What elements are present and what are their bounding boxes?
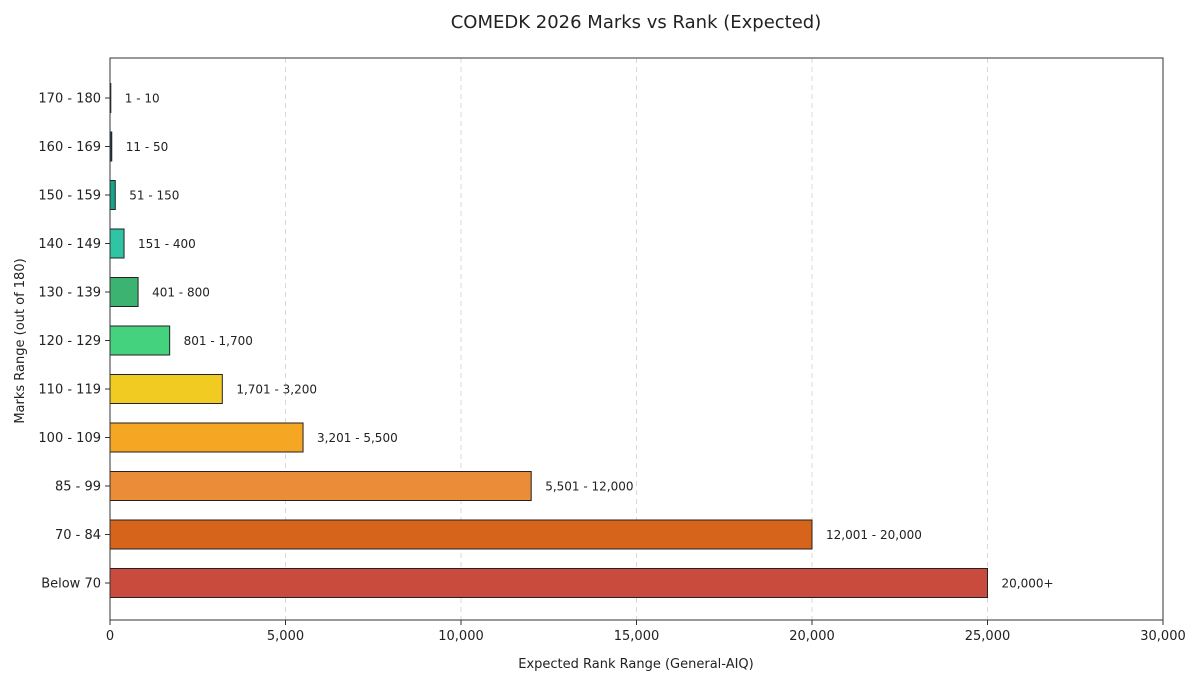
- y-tick-label: 100 - 109: [38, 431, 101, 446]
- y-tick-label: 170 - 180: [38, 92, 101, 107]
- bar: [109, 325, 171, 356]
- x-tick-label: 0: [106, 629, 114, 644]
- y-tick-label: 130 - 139: [38, 286, 101, 301]
- x-axis-label: Expected Rank Range (General-AIQ): [518, 657, 753, 672]
- data-labels-layer: 1 - 10 11 - 50 51 - 150 151 - 400 401 - 800 8…: [125, 92, 1054, 591]
- data-label: 1 - 10: [125, 92, 160, 106]
- y-tick-label: 160 - 169: [38, 140, 101, 155]
- bar: [109, 374, 223, 404]
- bar: [109, 568, 988, 598]
- x-tick-label: 10,000: [438, 629, 484, 644]
- data-label: 801 - 1,700: [184, 334, 253, 348]
- y-tick-label: Below 70: [41, 577, 101, 592]
- y-axis-label: Marks Range (out of 180): [13, 258, 28, 423]
- x-tick-label: 30,000: [1140, 629, 1186, 644]
- data-label: 51 - 150: [129, 189, 179, 203]
- bar: [109, 471, 532, 501]
- bar: [109, 277, 139, 307]
- bar: [109, 180, 116, 210]
- y-tick-label: 150 - 159: [38, 189, 101, 204]
- y-tick-label: 110 - 119: [38, 383, 101, 398]
- data-label: 20,000+: [1002, 577, 1054, 591]
- y-tick-label: 140 - 149: [38, 237, 101, 252]
- data-label: 1,701 - 3,200: [236, 383, 317, 397]
- chart-title: COMEDK 2026 Marks vs Rank (Expected): [451, 12, 822, 33]
- data-label: 12,001 - 20,000: [826, 528, 922, 542]
- data-label: 401 - 800: [152, 286, 210, 300]
- y-tick-label: 85 - 99: [55, 480, 101, 495]
- data-label: 5,501 - 12,000: [545, 480, 633, 494]
- bar: [109, 422, 304, 453]
- bar: [109, 519, 813, 550]
- y-tick-label: 120 - 129: [38, 334, 101, 349]
- x-tick-label: 25,000: [965, 629, 1011, 644]
- data-label: 11 - 50: [126, 140, 169, 154]
- x-tick-label: 5,000: [267, 629, 304, 644]
- y-axis-ticks: 170 - 180 160 - 169 150 - 159 140 - 149 130 …: [38, 92, 110, 592]
- y-tick-label: 70 - 84: [55, 528, 101, 543]
- data-label: 3,201 - 5,500: [317, 431, 398, 445]
- x-tick-label: 15,000: [614, 629, 660, 644]
- plot-frame: [109, 57, 1164, 621]
- bar: [109, 228, 125, 259]
- data-label: 151 - 400: [138, 237, 196, 251]
- x-tick-label: 20,000: [789, 629, 835, 644]
- x-axis-ticks: 0 5,000 10,000 15,000 20,000 25,000 30,000: [106, 620, 1186, 644]
